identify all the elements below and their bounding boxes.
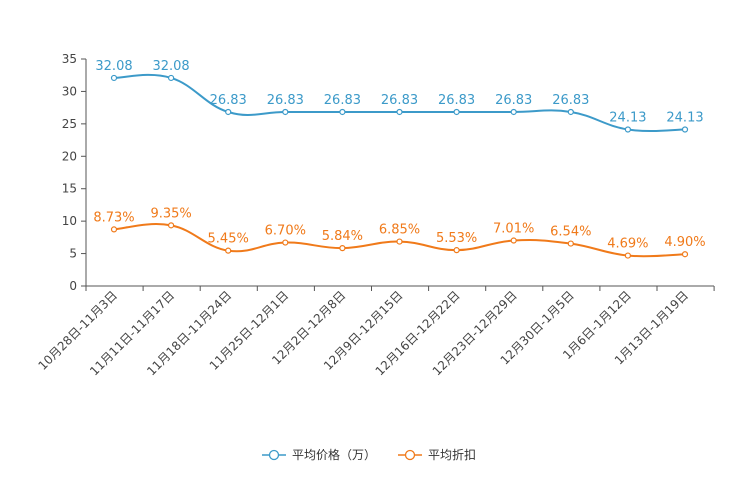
data-label: 26.83 — [552, 93, 589, 108]
data-point — [624, 126, 632, 133]
y-tick-label: 15 — [62, 182, 77, 196]
data-label: 5.53% — [436, 231, 477, 246]
data-point — [510, 108, 517, 116]
data-label: 4.69% — [607, 237, 648, 252]
data-label: 6.85% — [379, 223, 420, 238]
data-label: 26.83 — [210, 93, 247, 108]
data-label: 24.13 — [666, 110, 703, 125]
legend-marker-circle — [404, 449, 416, 461]
y-tick-label: 5 — [69, 247, 77, 261]
data-label: 9.35% — [150, 206, 191, 221]
data-point — [225, 108, 232, 116]
data-label: 6.54% — [550, 225, 591, 240]
data-label: 32.08 — [152, 59, 189, 74]
data-label: 8.73% — [93, 210, 134, 225]
data-label: 26.83 — [438, 93, 475, 108]
y-tick-label: 30 — [62, 84, 77, 98]
data-point — [453, 108, 460, 116]
data-point — [168, 74, 175, 82]
data-point — [681, 251, 689, 258]
data-label: 26.83 — [495, 93, 532, 108]
data-point — [110, 74, 118, 82]
y-tick-label: 10 — [62, 214, 77, 228]
data-point — [168, 222, 175, 229]
data-point — [510, 237, 517, 244]
data-label: 4.90% — [664, 235, 705, 250]
data-point — [681, 126, 689, 133]
y-tick-label: 20 — [62, 149, 77, 163]
data-label: 7.01% — [493, 222, 534, 237]
data-point — [282, 239, 289, 246]
data-label: 24.13 — [609, 110, 646, 125]
data-label: 6.70% — [265, 224, 306, 239]
y-tick-label: 25 — [62, 117, 77, 131]
legend-label: 平均价格（万） — [292, 447, 376, 462]
data-point — [567, 108, 574, 116]
data-label: 5.84% — [322, 229, 363, 244]
data-point — [624, 252, 632, 259]
legend-marker-circle — [268, 449, 280, 461]
y-tick-label: 0 — [69, 279, 77, 293]
data-label: 26.83 — [381, 93, 418, 108]
data-point — [282, 108, 289, 116]
data-point — [110, 226, 118, 233]
data-point — [453, 247, 460, 254]
data-point — [339, 245, 346, 252]
data-label: 26.83 — [324, 93, 361, 108]
data-point — [225, 247, 232, 254]
data-point — [396, 108, 403, 116]
data-label: 32.08 — [95, 59, 132, 74]
data-label: 26.83 — [267, 93, 304, 108]
data-point — [339, 108, 346, 116]
y-tick-label: 35 — [62, 52, 77, 66]
legend-label: 平均折扣 — [428, 447, 476, 462]
data-point — [567, 240, 574, 247]
data-point — [396, 238, 403, 245]
data-label: 5.45% — [208, 232, 249, 247]
